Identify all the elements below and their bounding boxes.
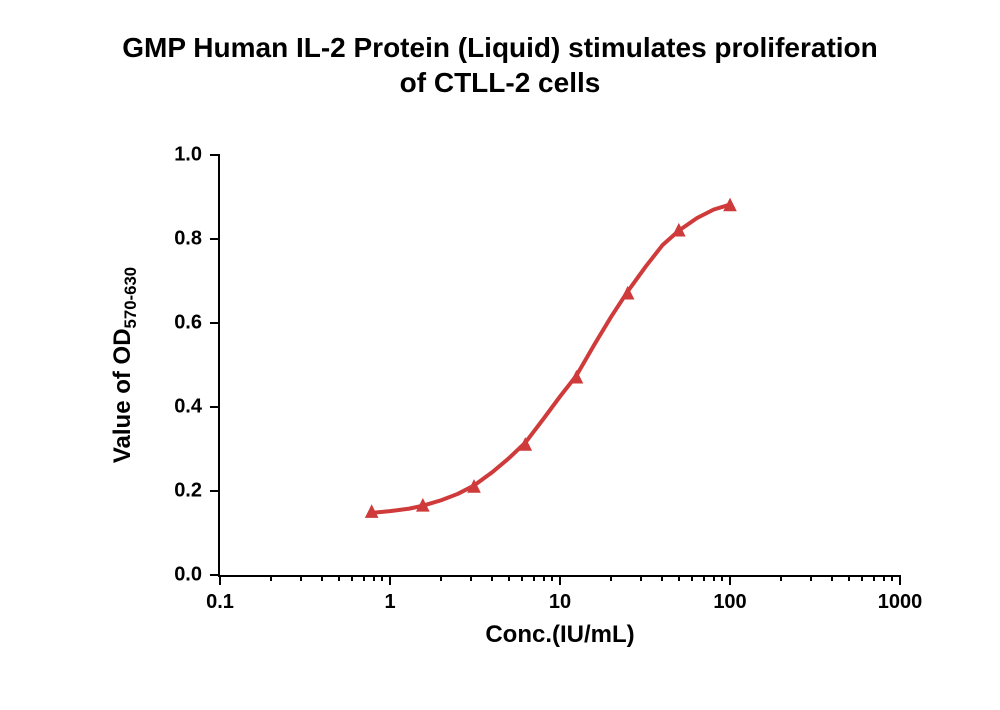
y-tick-label: 0.8: [160, 228, 202, 251]
y-tick: [210, 238, 220, 240]
chart-container: GMP Human IL-2 Protein (Liquid) stimulat…: [0, 0, 1000, 710]
x-minor-tick: [491, 575, 493, 581]
x-tick-label: 1000: [878, 591, 923, 614]
x-minor-tick: [373, 575, 375, 581]
x-minor-tick: [521, 575, 523, 581]
x-minor-tick: [551, 575, 553, 581]
y-tick: [210, 154, 220, 156]
x-minor-tick: [470, 575, 472, 581]
y-tick: [210, 574, 220, 576]
x-minor-tick: [351, 575, 353, 581]
x-minor-tick: [703, 575, 705, 581]
x-minor-tick: [713, 575, 715, 581]
x-minor-tick: [381, 575, 383, 581]
data-curve: [372, 205, 730, 513]
chart-title-line1: GMP Human IL-2 Protein (Liquid) stimulat…: [122, 32, 878, 63]
y-tick-label: 0.6: [160, 312, 202, 335]
x-minor-tick: [270, 575, 272, 581]
x-minor-tick: [848, 575, 850, 581]
x-tick: [219, 575, 221, 585]
x-minor-tick: [300, 575, 302, 581]
y-axis-label-sub: 570-630: [121, 267, 140, 329]
x-minor-tick: [440, 575, 442, 581]
x-minor-tick: [691, 575, 693, 581]
y-tick-label: 0.2: [160, 480, 202, 503]
x-tick: [899, 575, 901, 585]
x-minor-tick: [363, 575, 365, 581]
x-axis-label: Conc.(IU/mL): [485, 621, 634, 649]
x-minor-tick: [533, 575, 535, 581]
x-minor-tick: [861, 575, 863, 581]
x-tick: [559, 575, 561, 585]
x-minor-tick: [678, 575, 680, 581]
y-tick: [210, 406, 220, 408]
y-tick: [210, 490, 220, 492]
x-tick: [729, 575, 731, 585]
y-axis-label: Value of OD570-630: [109, 267, 141, 463]
plot-area: [220, 155, 900, 575]
x-minor-tick: [831, 575, 833, 581]
x-minor-tick: [321, 575, 323, 581]
x-minor-tick: [810, 575, 812, 581]
chart-title: GMP Human IL-2 Protein (Liquid) stimulat…: [0, 30, 1000, 100]
data-marker: [570, 371, 582, 383]
x-minor-tick: [661, 575, 663, 581]
x-minor-tick: [883, 575, 885, 581]
x-minor-tick: [780, 575, 782, 581]
x-minor-tick: [891, 575, 893, 581]
y-axis-label-prefix: Value of OD: [109, 328, 136, 463]
chart-title-line2: of CTLL-2 cells: [400, 67, 601, 98]
x-minor-tick: [721, 575, 723, 581]
plot-svg: [220, 155, 900, 575]
x-tick: [389, 575, 391, 585]
y-tick-label: 0.0: [160, 564, 202, 587]
x-minor-tick: [543, 575, 545, 581]
x-tick-label: 10: [549, 591, 571, 614]
x-minor-tick: [873, 575, 875, 581]
y-tick: [210, 322, 220, 324]
y-tick-label: 1.0: [160, 144, 202, 167]
x-minor-tick: [508, 575, 510, 581]
y-tick-label: 0.4: [160, 396, 202, 419]
x-minor-tick: [610, 575, 612, 581]
x-tick-label: 1: [384, 591, 395, 614]
x-tick-label: 0.1: [206, 591, 234, 614]
x-tick-label: 100: [713, 591, 746, 614]
x-minor-tick: [640, 575, 642, 581]
y-axis-line: [218, 155, 220, 577]
x-minor-tick: [338, 575, 340, 581]
